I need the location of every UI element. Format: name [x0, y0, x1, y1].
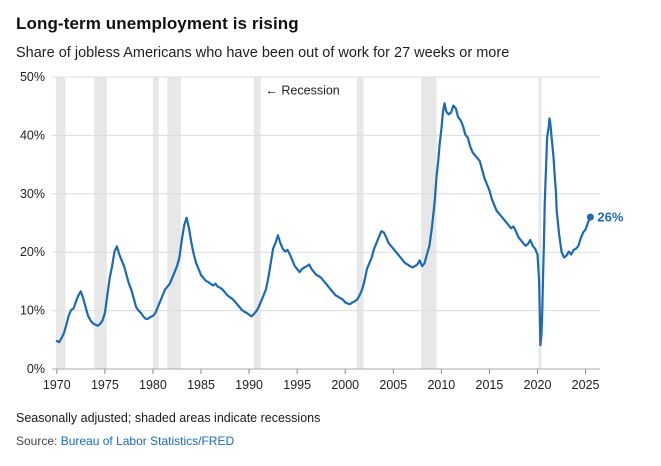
- x-axis-label: 1985: [187, 378, 215, 392]
- x-axis-label: 2020: [524, 378, 552, 392]
- recession-band: [253, 77, 261, 369]
- x-axis-label: 1975: [91, 378, 119, 392]
- data-line: [55, 102, 592, 347]
- x-axis-label: 1970: [43, 378, 71, 392]
- y-axis-label: 10%: [20, 304, 45, 318]
- chart-title: Long-term unemployment is rising: [16, 14, 299, 33]
- x-axis-label: 1990: [235, 378, 263, 392]
- x-axis-label: 2025: [572, 378, 600, 392]
- end-point-dot: [586, 213, 594, 221]
- recession-annotation: ← Recession: [265, 84, 339, 98]
- chart-note: Seasonally adjusted; shaded areas indica…: [16, 411, 321, 425]
- recession-band: [356, 77, 364, 369]
- recession-band: [167, 77, 181, 369]
- line-chart: 0% 10% 20% 30% 40% 50% 1970 1975 1980 1985 1990 199…: [20, 70, 624, 392]
- y-axis-label: 40%: [20, 128, 45, 142]
- x-axis-label: 2015: [476, 378, 504, 392]
- x-axis-label: 2005: [379, 378, 407, 392]
- recession-band: [94, 77, 107, 369]
- x-axis-label: 2010: [427, 378, 455, 392]
- y-axis-label: 50%: [20, 70, 45, 84]
- source-link[interactable]: Bureau of Labor Statistics/FRED: [60, 434, 235, 448]
- source-line: Source: Bureau of Labor Statistics/FRED: [16, 434, 647, 448]
- x-axis-label: 1995: [283, 378, 311, 392]
- recession-band: [538, 77, 542, 369]
- end-value-label: 26%: [597, 210, 623, 225]
- recession-band: [55, 77, 66, 369]
- chart-subtitle: Share of jobless Americans who have been…: [16, 45, 510, 61]
- chart-card: Long-term unemployment is rising Share o…: [16, 14, 647, 448]
- x-axis-label: 1980: [139, 378, 167, 392]
- recession-band: [152, 77, 159, 369]
- x-axis-label: 2000: [331, 378, 359, 392]
- recession-band: [421, 77, 437, 369]
- y-axis-label: 20%: [20, 245, 45, 259]
- y-axis-label: 30%: [20, 187, 45, 201]
- source-label: Source:: [16, 434, 58, 448]
- y-axis-label: 0%: [27, 362, 45, 376]
